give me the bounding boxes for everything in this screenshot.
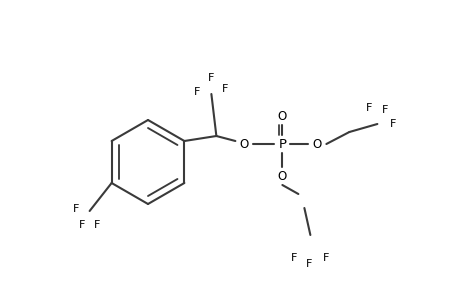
Text: O: O — [277, 169, 286, 182]
Text: O: O — [312, 137, 321, 151]
Text: F: F — [222, 84, 228, 94]
Text: F: F — [78, 220, 84, 230]
Text: F: F — [72, 204, 78, 214]
Text: F: F — [194, 87, 200, 97]
Text: O: O — [239, 137, 248, 151]
Text: F: F — [208, 73, 214, 83]
Text: O: O — [277, 110, 286, 122]
Text: F: F — [306, 259, 312, 269]
Text: F: F — [381, 105, 388, 115]
Text: F: F — [291, 253, 297, 263]
Text: P: P — [278, 137, 286, 151]
Text: F: F — [389, 119, 396, 129]
Text: F: F — [93, 220, 100, 230]
Text: F: F — [365, 103, 372, 113]
Text: F: F — [323, 253, 329, 263]
